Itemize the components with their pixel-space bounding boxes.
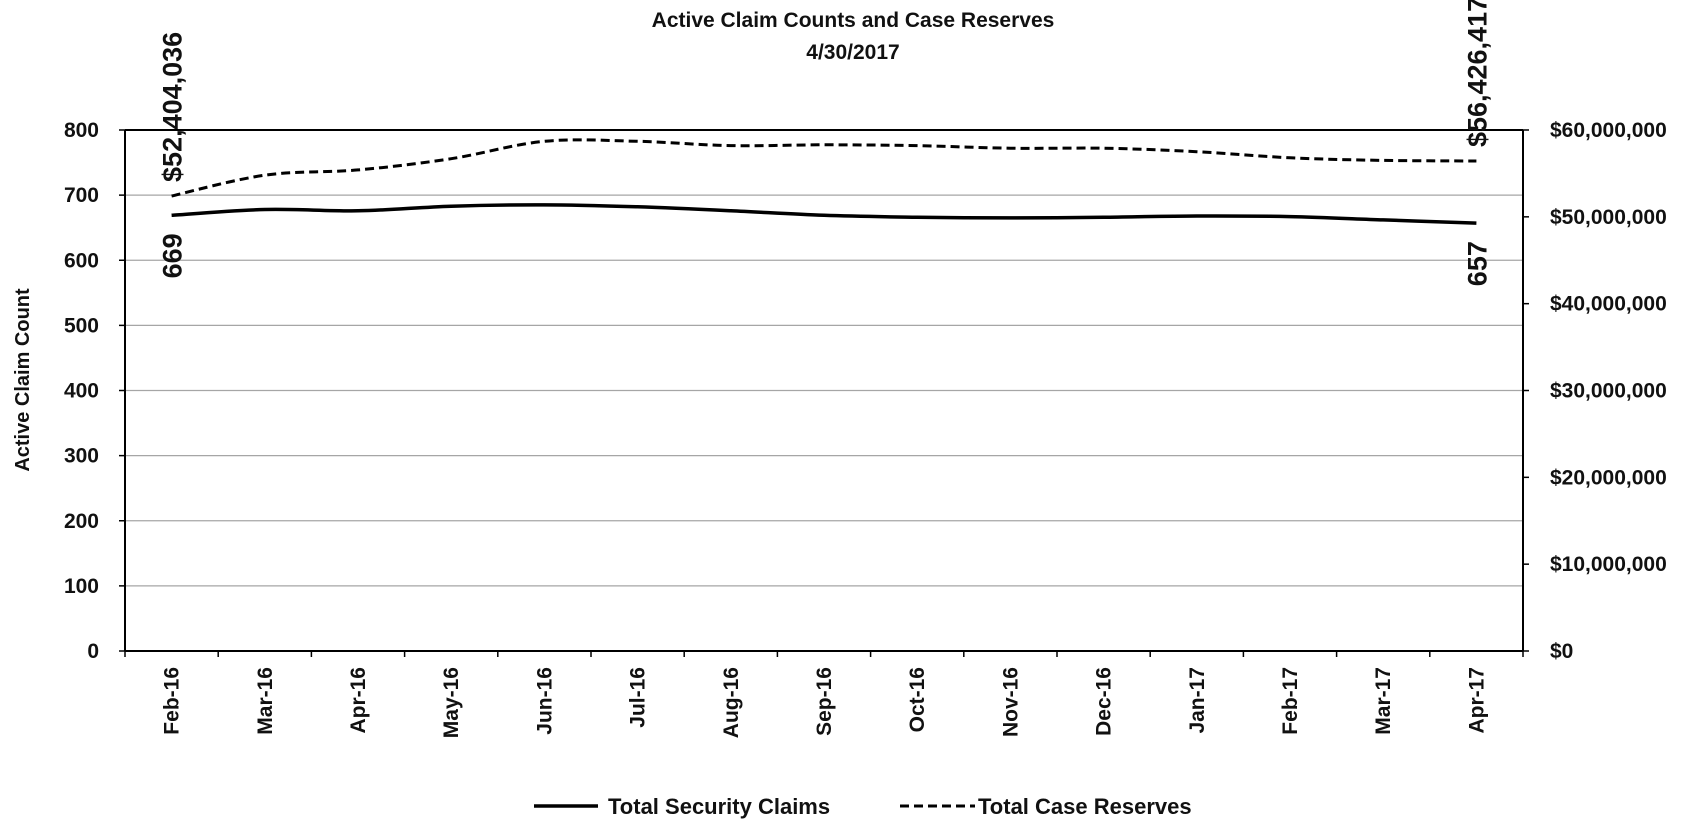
left-tick-label: 700 (64, 184, 99, 207)
series-line-case-reserves (171, 138, 1477, 198)
x-tick-label: Oct-16 (906, 667, 929, 732)
x-tick-label: Feb-16 (161, 667, 184, 735)
data-label-first-reserves: $52,404,036 (158, 32, 188, 182)
x-tick-label: Jun-16 (533, 667, 556, 735)
x-axis-ticks: Feb-16 Mar-16 Apr-16 May-16 Jun-16 Jul-16 Aug-… (124, 651, 1524, 738)
right-tick-label: $0 (1550, 640, 1573, 663)
left-tick-label: 300 (64, 445, 99, 468)
right-tick-label: $20,000,000 (1550, 466, 1667, 489)
chart-subtitle: 4/30/2017 (806, 41, 899, 64)
chart-title: Active Claim Counts and Case Reserves (652, 9, 1055, 32)
data-label-first-claims: 669 (158, 233, 188, 278)
series-line-security-claims (171, 203, 1477, 225)
x-tick-label: Dec-16 (1093, 667, 1116, 736)
legend-label-case-reserves: Total Case Reserves (978, 794, 1192, 819)
left-axis-title: Active Claim Count (12, 288, 34, 472)
x-tick-label: Jan-17 (1186, 667, 1209, 734)
left-tick-label: 200 (64, 510, 99, 533)
left-tick-label: 600 (64, 249, 99, 272)
data-labels: 669 657 $52,404,036 $56,426,417 (158, 0, 1493, 286)
x-tick-label: Apr-17 (1465, 667, 1488, 734)
x-tick-label: Sep-16 (813, 667, 836, 736)
right-tick-label: $30,000,000 (1550, 380, 1667, 403)
left-tick-label: 100 (64, 575, 99, 598)
left-tick-label: 500 (64, 314, 99, 337)
x-tick-label: Aug-16 (720, 667, 743, 738)
right-tick-label: $60,000,000 (1550, 119, 1667, 142)
x-tick-label: Mar-17 (1372, 667, 1395, 735)
x-tick-label: Mar-16 (254, 667, 277, 735)
data-label-last-reserves: $56,426,417 (1462, 0, 1492, 147)
legend: Total Security Claims Total Case Reserve… (534, 794, 1192, 819)
left-tick-label: 800 (64, 119, 99, 142)
left-tick-label: 400 (64, 380, 99, 403)
right-axis-ticks: $0 $10,000,000 $20,000,000 $30,000,000 $40,0… (1523, 119, 1667, 663)
series-lines (171, 138, 1477, 225)
x-tick-label: May-16 (440, 667, 463, 738)
left-axis-ticks: 0 100 200 300 400 500 600 700 800 (64, 119, 125, 663)
left-tick-label: 0 (87, 640, 99, 663)
right-tick-label: $50,000,000 (1550, 206, 1667, 229)
right-tick-label: $10,000,000 (1550, 553, 1667, 576)
x-tick-label: Apr-16 (347, 667, 370, 734)
gridlines (125, 129, 1523, 587)
x-tick-label: Jul-16 (627, 667, 650, 728)
data-label-last-claims: 657 (1462, 241, 1492, 286)
right-tick-label: $40,000,000 (1550, 293, 1667, 316)
legend-label-security-claims: Total Security Claims (608, 794, 830, 819)
x-tick-label: Feb-17 (1279, 667, 1302, 735)
x-tick-label: Nov-16 (999, 667, 1022, 737)
